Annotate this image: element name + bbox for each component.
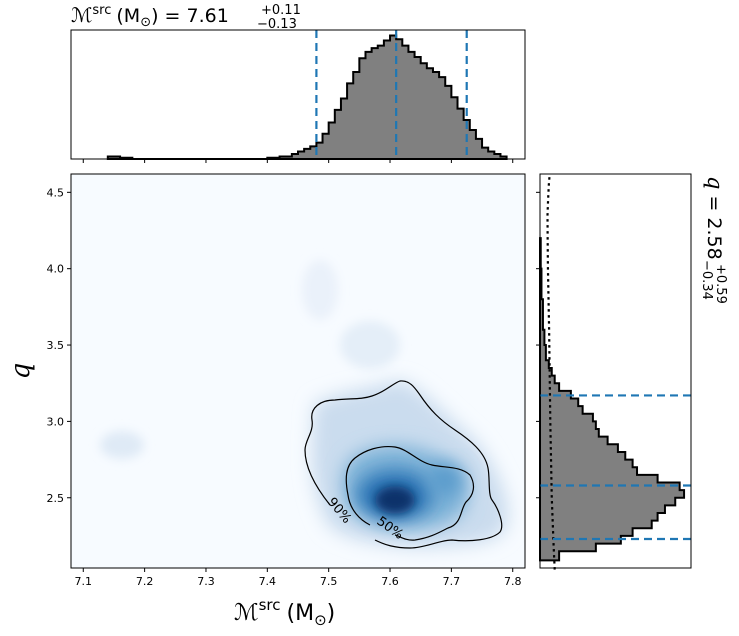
density-heatmap [100,260,509,548]
chirp-mass-histogram-panel [70,29,526,163]
density-panel-frame [70,173,526,569]
y-tick-label: 2.5 [47,492,65,505]
q-median: = 2.58 [703,195,725,259]
faint-blob-left [100,431,144,459]
chirp-mass-superscript: src [92,3,111,18]
solar-symbol: ⊙ [140,15,151,30]
faint-blob-mid [340,321,400,369]
chirp-mass-median: = 7.61 [165,5,229,27]
contour-50 [345,445,475,541]
chirp-mass-minus-error: −0.13 [257,17,297,32]
right-panel-title: q = 2.58 +0.59 −0.34 [699,176,728,304]
unit-close: ) [151,5,158,27]
top-panel-frame [70,29,526,160]
q-histogram-panel [536,173,692,570]
x-tick-label: 7.4 [259,575,277,588]
x-tick-label: 7.3 [197,575,215,588]
x-axis-label: ℳsrc (M⊙) [234,596,335,629]
q-plus-error: +0.59 [713,264,728,304]
x-tick-label: 7.1 [75,575,93,588]
y-tick-label: 3.5 [47,339,65,352]
q-histogram [539,237,686,562]
density-panel: 90% 50% 7.1 7.2 7.3 7.4 7.5 7.6 7.7 7.82.53.03.… [47,173,526,588]
right-panel-frame [539,173,692,569]
x-tick-label: 7.6 [381,575,399,588]
faint-blob-upper [302,260,338,320]
density-peak [375,486,415,514]
x-tick-label: 7.2 [136,575,154,588]
chirp-mass-plus-error: +0.11 [261,3,301,18]
y-tick-label: 4.0 [47,263,65,276]
contour-90 [304,380,503,549]
svg-text:q= 2.58: q = 2.58 [703,176,727,260]
y-axis-label: q [6,363,36,380]
chirp-mass-histogram [106,34,508,160]
top-panel-title: ℳsrc (M⊙) = 7.61 [71,3,229,30]
x-tick-label: 7.8 [504,575,522,588]
y-tick-label: 3.0 [47,415,65,428]
chirp-mass-symbol: ℳ [71,3,92,27]
density-secondary [427,464,463,496]
y-tick-label: 4.5 [47,186,65,199]
q-symbol: q [703,176,727,189]
x-tick-label: 7.5 [320,575,338,588]
q-prior-curve [546,173,556,570]
chirp-mass-unit: (M [116,5,140,27]
q-minus-error: −0.34 [699,260,714,300]
x-tick-label: 7.7 [443,575,461,588]
